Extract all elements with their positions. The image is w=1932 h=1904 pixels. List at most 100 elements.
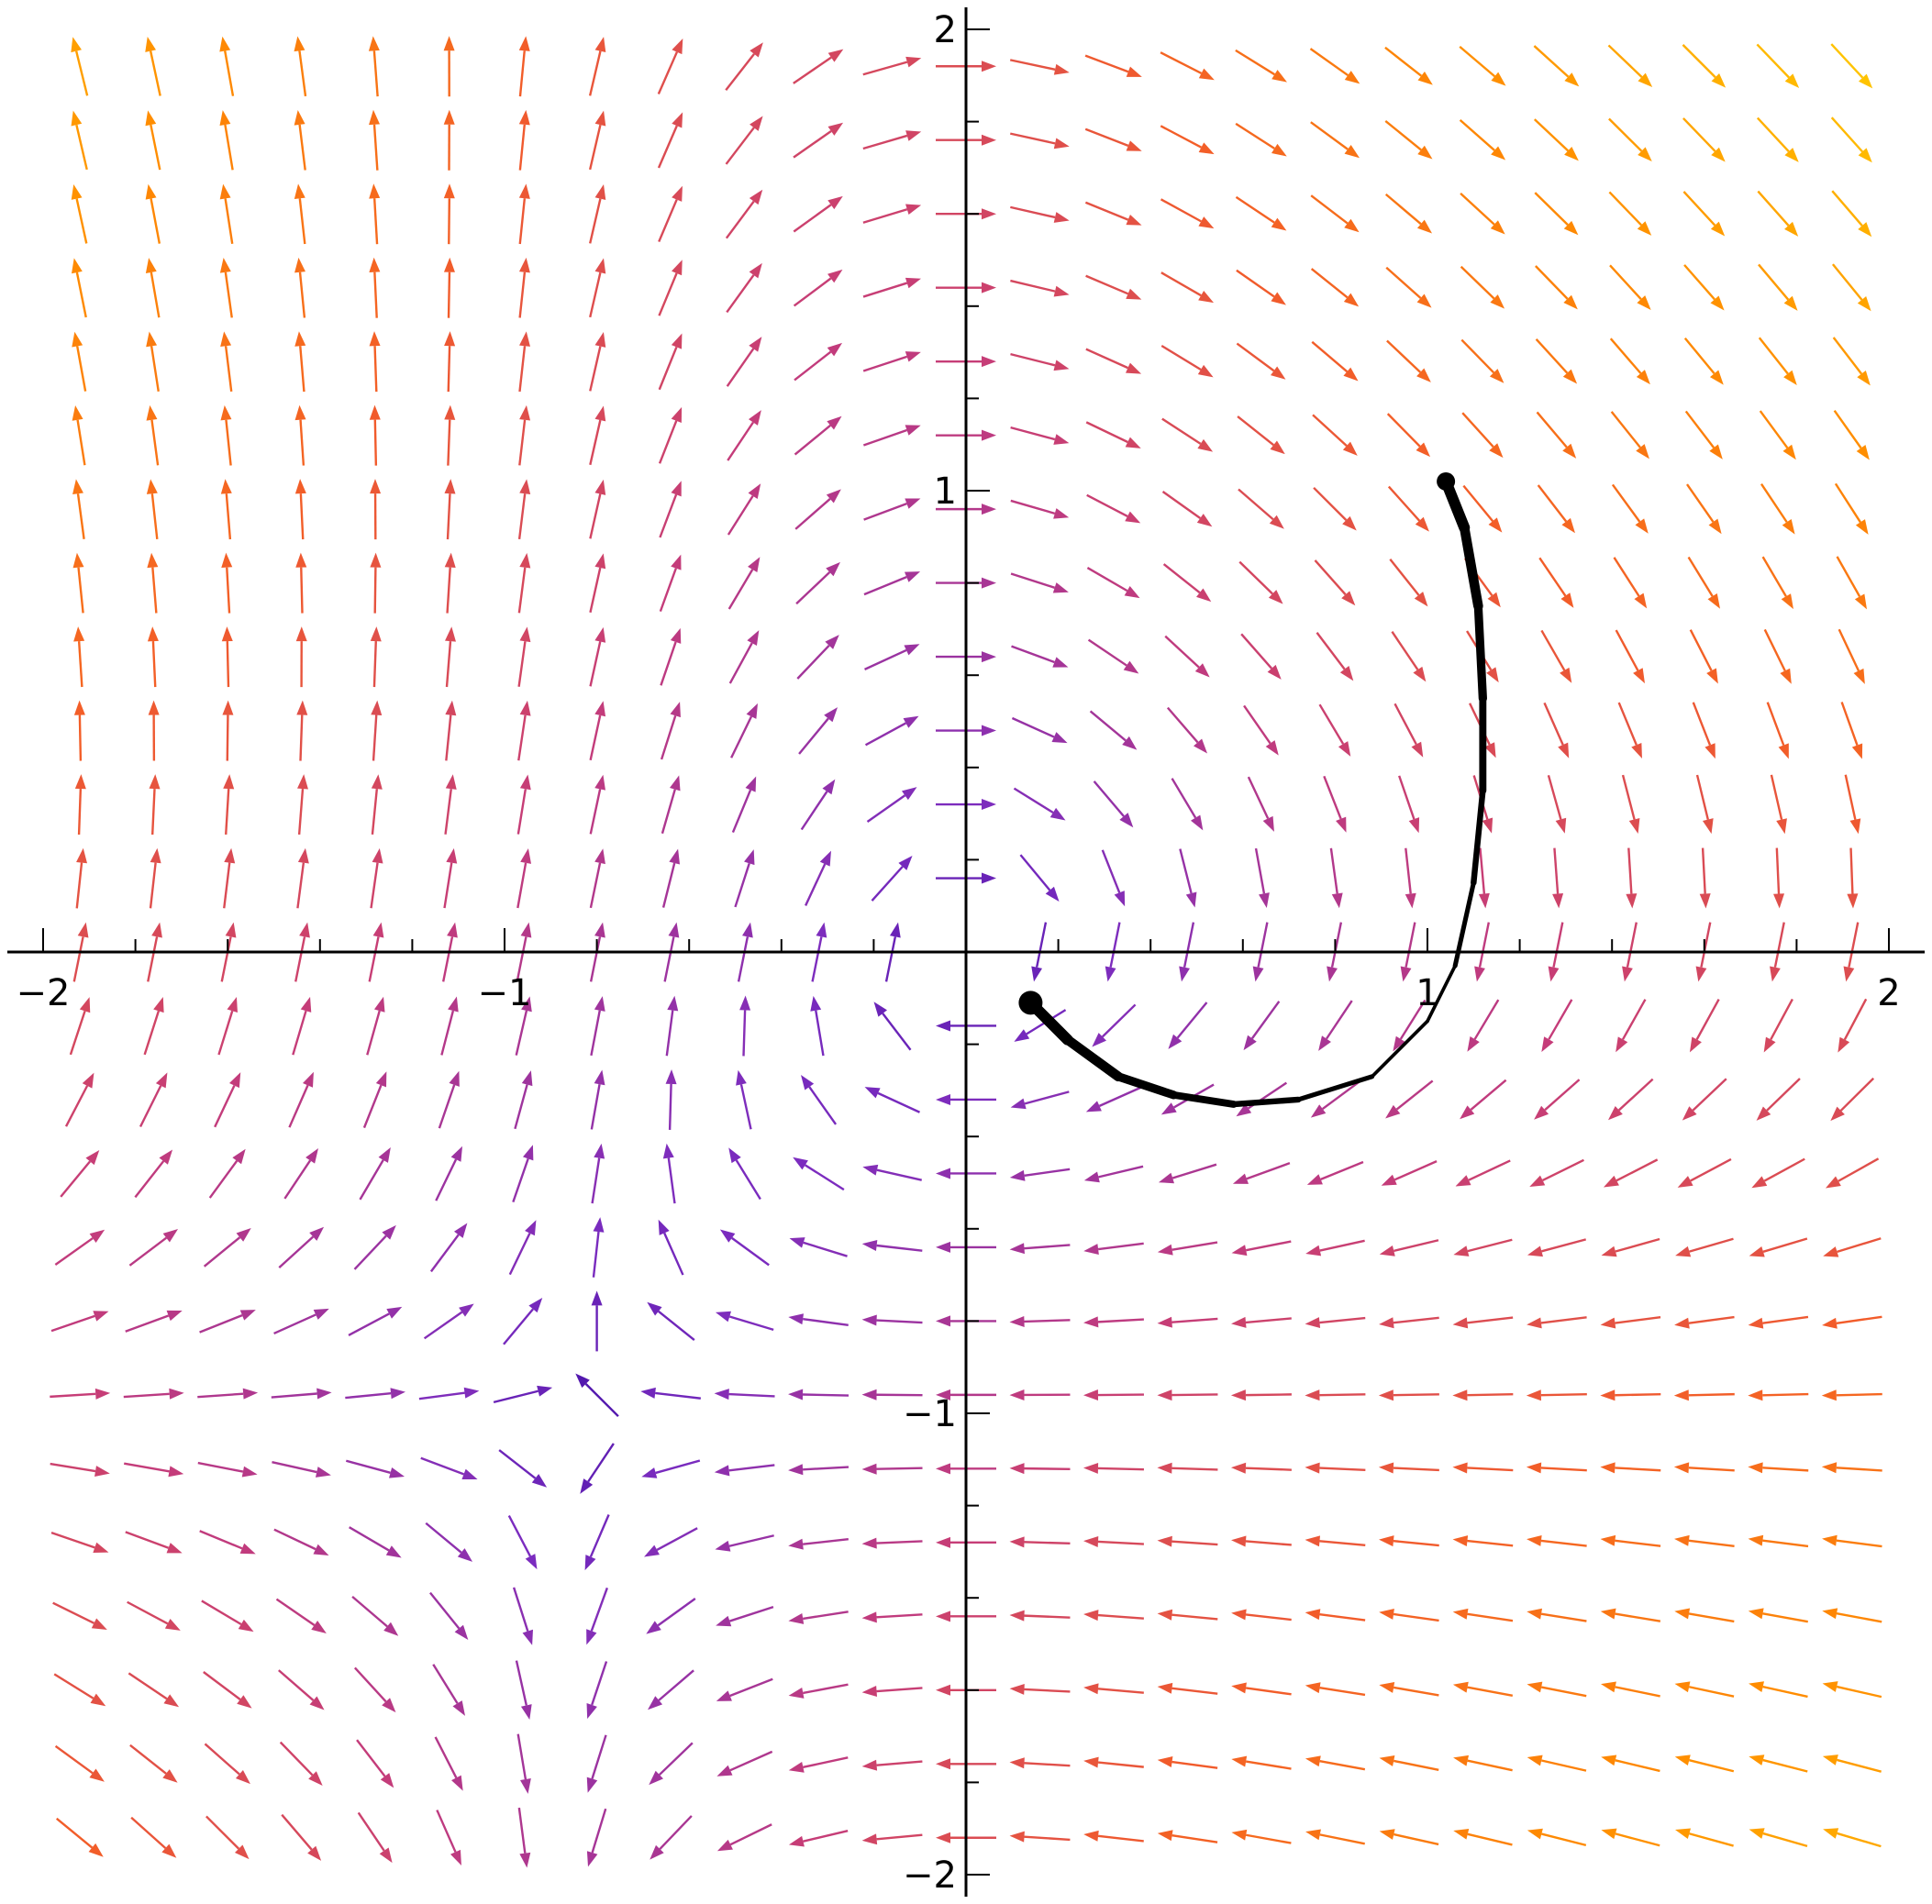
field-arrow	[727, 410, 761, 461]
field-arrow	[201, 1600, 254, 1633]
field-arrow	[589, 479, 606, 539]
field-arrow	[1379, 1755, 1439, 1771]
field-arrow	[217, 996, 238, 1056]
field-arrow	[125, 1531, 183, 1554]
field-arrow	[660, 702, 681, 760]
field-arrow	[1695, 922, 1712, 982]
field-arrow	[1749, 1681, 1808, 1699]
field-arrow	[273, 1528, 329, 1555]
field-arrow	[429, 1591, 469, 1641]
field-arrow	[369, 183, 381, 245]
field-arrow	[1010, 1090, 1070, 1110]
field-arrow	[1009, 1831, 1071, 1843]
field-arrow	[665, 995, 679, 1057]
field-arrow	[1692, 702, 1715, 759]
field-arrow	[1527, 1316, 1587, 1329]
field-arrow	[1010, 279, 1070, 297]
field-arrow	[1101, 849, 1126, 907]
field-arrow	[1236, 342, 1286, 380]
field-arrow	[1756, 43, 1800, 89]
field-arrow	[1761, 556, 1793, 610]
field-arrow	[1013, 787, 1066, 821]
field-arrow	[1386, 339, 1431, 382]
field-arrow	[516, 848, 532, 909]
field-arrow	[793, 195, 843, 233]
field-arrow	[1385, 1079, 1434, 1119]
field-arrow	[1689, 629, 1718, 684]
field-arrow	[145, 36, 161, 96]
field-arrow	[429, 1223, 468, 1273]
field-arrow	[864, 715, 919, 747]
field-arrow	[1162, 563, 1212, 603]
field-arrow	[1009, 1389, 1071, 1400]
field-arrow	[1831, 190, 1872, 238]
field-arrow	[297, 774, 308, 836]
field-arrow	[796, 635, 839, 680]
field-arrow	[1830, 43, 1873, 89]
field-arrow	[1749, 1828, 1808, 1848]
field-arrow	[1452, 1681, 1514, 1698]
field-arrow	[1157, 1609, 1218, 1621]
field-arrow	[731, 776, 757, 833]
field-arrow	[1011, 645, 1069, 668]
field-arrow	[862, 351, 921, 372]
field-arrow	[1626, 847, 1638, 909]
field-arrow	[1453, 1828, 1513, 1846]
field-arrow	[295, 552, 307, 614]
field-arrow	[665, 1068, 677, 1130]
field-arrow	[1533, 45, 1580, 87]
field-arrow	[1240, 633, 1282, 680]
field-arrow	[716, 1823, 772, 1852]
field-arrow	[1673, 1462, 1735, 1474]
field-arrow	[1093, 780, 1134, 828]
field-arrow	[1011, 716, 1068, 744]
field-arrow	[369, 404, 381, 466]
field-arrow	[1379, 1829, 1439, 1846]
field-arrow	[425, 1522, 473, 1562]
field-arrow	[353, 1666, 396, 1713]
field-arrow	[353, 1224, 396, 1270]
field-arrow	[1460, 1079, 1507, 1120]
field-arrow	[1541, 999, 1573, 1053]
field-arrow	[1833, 410, 1870, 460]
field-arrow	[716, 1750, 773, 1777]
x-tick-label: −2	[17, 972, 71, 1014]
field-arrow	[72, 479, 85, 539]
field-arrow	[1616, 999, 1647, 1053]
field-arrow	[279, 1741, 323, 1786]
field-arrow	[147, 552, 159, 614]
trajectory-start-point	[1437, 471, 1456, 491]
field-arrow	[716, 1606, 774, 1627]
field-arrow	[1607, 1078, 1654, 1121]
field-arrow	[1548, 922, 1564, 982]
trajectory-segment	[1170, 1091, 1238, 1108]
field-arrow	[715, 1311, 774, 1332]
field-arrow	[443, 36, 455, 97]
field-arrow	[1385, 266, 1432, 308]
field-arrow	[1675, 1237, 1734, 1257]
field-arrow	[644, 1527, 698, 1557]
field-arrow	[736, 1069, 752, 1130]
field-arrow	[1834, 482, 1869, 535]
field-arrow	[493, 1385, 553, 1404]
field-arrow	[145, 110, 161, 171]
field-arrow	[1683, 264, 1725, 311]
field-arrow	[1822, 1534, 1882, 1548]
field-arrow	[296, 700, 308, 761]
trajectory-segment	[1459, 522, 1483, 612]
field-arrow	[1010, 499, 1070, 519]
field-arrow	[275, 1598, 327, 1634]
field-arrow	[649, 1742, 694, 1786]
field-arrow	[659, 554, 682, 613]
field-arrow	[418, 1387, 480, 1400]
field-arrow	[725, 42, 763, 91]
field-arrow	[1527, 1681, 1587, 1698]
field-arrow	[1600, 1462, 1661, 1474]
field-arrow	[278, 1669, 325, 1710]
field-arrow	[1527, 1828, 1587, 1847]
field-arrow	[862, 1164, 922, 1181]
field-arrow	[715, 1534, 774, 1552]
field-arrow	[1674, 1608, 1735, 1623]
field-arrow	[1231, 1682, 1292, 1696]
field-arrow	[1610, 411, 1649, 459]
